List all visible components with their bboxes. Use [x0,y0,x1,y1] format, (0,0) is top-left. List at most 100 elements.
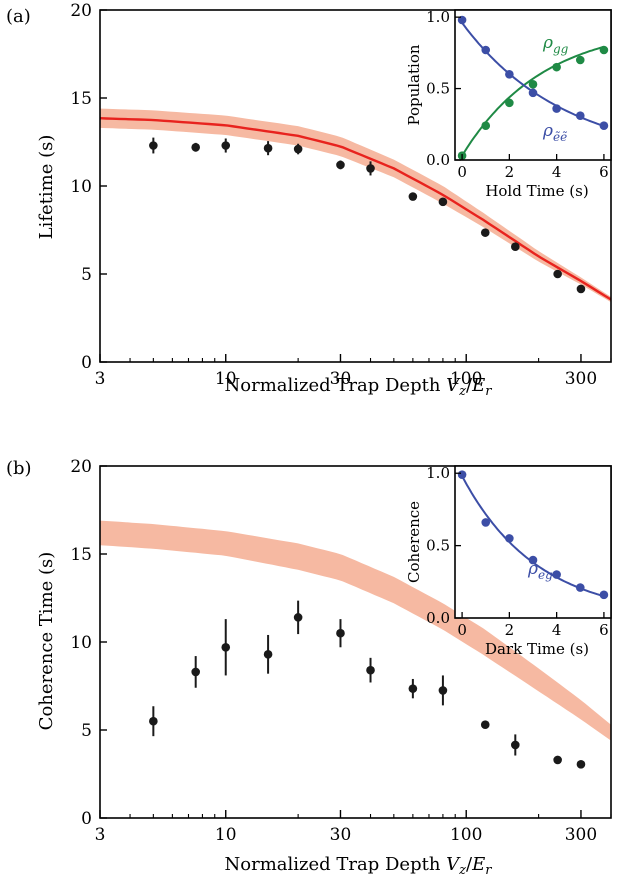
panel-a-label: (a) [6,6,31,27]
data-point-b [336,628,345,638]
inset-series-label-b: ρeg [527,559,553,582]
y-tick-label-a: 15 [70,89,92,109]
inset-data-point-a [481,121,491,131]
x-axis-label-a-z: z [458,384,466,399]
inset-data-point-a [552,104,561,113]
data-point-a [336,160,345,170]
y-tick-label-b: 20 [70,457,92,477]
inset-data-point-b [481,518,491,527]
inset-y-tick-label-a: 0.0 [426,151,450,169]
data-point-a [263,143,273,153]
data-point-b [191,667,200,677]
x-axis-label-b-vz: V [446,854,461,875]
x-axis-label-a-r: r [485,384,492,399]
data-points-a [149,137,586,294]
inset-data-point-a [575,111,585,121]
x-axis-label-b-r: r [485,863,492,878]
y-axis-label-a: Lifetime (s) [36,135,57,240]
inset-x-tick-label-b: 4 [552,621,562,639]
inset-data-point-a [599,121,609,131]
fit-line-a [99,117,612,301]
inset-series-label-a: ρgg [542,33,569,56]
data-point-b [293,613,303,622]
inset-data-point-b [505,534,514,543]
data-point-b [221,642,231,652]
inset-series-label-symbol-b: ρ [527,559,538,579]
inset-data-point-b [457,470,467,479]
inset-data-point-b [528,555,538,565]
data-point-a [576,284,586,294]
x-axis-label-b-z: z [458,863,466,878]
inset-data-point-a [528,79,538,89]
data-point-a [191,142,200,152]
data-point-b [438,686,448,695]
inset-y-tick-label-a: 1.0 [426,8,450,26]
inset-x-tick-label-a: 6 [599,163,609,181]
data-point-b [149,716,158,726]
x-tick-label-a: 3 [95,369,106,389]
inset-data-point-a [505,98,514,108]
inset-y-tick-label-b: 0.0 [426,609,450,627]
data-point-a [149,141,158,150]
inset-y-tick-label-b: 0.5 [426,537,450,555]
inset-x-axis-label-a: Hold Time (s) [485,182,588,200]
data-point-b [553,755,562,765]
x-tick-label-a: 10 [215,369,237,389]
inset-y-axis-label-a: Population [405,44,423,125]
data-point-a [553,269,562,279]
data-point-a [438,197,448,207]
x-tick-label-a: 30 [330,369,352,389]
y-tick-label-a: 0 [81,353,92,373]
inset-frame-b [454,465,612,619]
data-point-a [293,144,303,154]
inset-data-point-a [599,45,609,55]
data-point-b [366,665,375,675]
data-point-b [576,760,586,769]
inset-bg-b [455,466,611,618]
x-tick-label-b: 10 [215,825,237,845]
x-axis-label-b-e: E [471,854,485,875]
inset-series-label-subscript-a: gg [553,42,569,56]
theory-band-area-b [100,520,611,741]
inset-data-point-b [552,570,561,579]
x-axis-label-b-slash: / [466,854,473,875]
data-point-a [366,164,375,173]
y-tick-label-b: 0 [81,809,92,829]
inset-series-label-subscript-b: eg [538,568,553,582]
inset-x-tick-label-a: 2 [505,163,515,181]
y-tick-label-a: 10 [70,177,92,197]
inset-series-label-symbol-a: ρ [542,33,553,53]
data-point-b [408,684,418,693]
y-tick-label-b: 10 [70,633,92,653]
inset-data-point-a [552,62,561,72]
x-axis-label-b-text: Normalized Trap Depth [225,854,447,875]
x-axis-label-b: Normalized Trap Depth Vz/Er [225,854,493,878]
data-point-b [480,720,490,730]
x-tick-label-b: 30 [330,825,352,845]
y-tick-label-b: 5 [81,721,92,741]
data-point-a [221,141,231,150]
y-tick-label-b: 15 [70,545,92,565]
x-axis-label-a-slash: / [466,375,473,396]
inset-data-point-b [599,590,609,600]
x-axis-label-a: Normalized Trap Depth Vz/Er [225,375,493,399]
y-tick-label-a: 20 [70,1,92,21]
data-point-b [263,650,273,659]
theory-band-a [100,108,611,303]
data-point-a [408,192,418,201]
inset-x-tick-label-b: 2 [505,621,515,639]
inset-x-tick-label-a: 0 [457,163,467,181]
fit-curve-a [99,117,612,301]
x-tick-label-b: 3 [95,825,106,845]
data-points-b [149,600,586,769]
inset-data-point-a [481,45,491,55]
x-axis-label-a-text: Normalized Trap Depth [225,375,447,396]
inset-x-tick-label-b: 6 [599,621,609,639]
data-point-b [511,740,520,750]
inset-x-axis-label-b: Dark Time (s) [485,640,589,658]
inset-data-point-a [528,88,538,98]
